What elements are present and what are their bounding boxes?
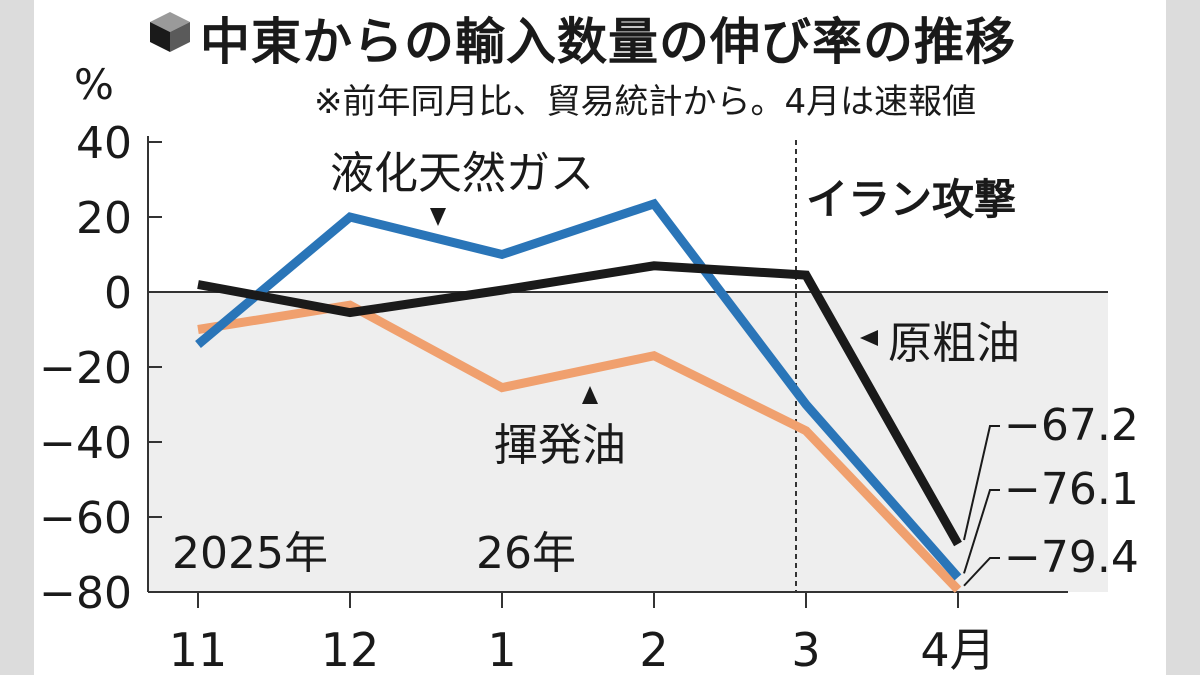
year-label-2025: 2025年 (172, 528, 328, 579)
end-value-leader-line (963, 489, 1000, 574)
end-value-label: −76.1 (1004, 464, 1139, 515)
series-label: 原粗油 (888, 318, 1020, 369)
y-tick-label: −60 (39, 493, 132, 544)
series-line-crude-oil (197, 261, 962, 547)
negative-region-shade (148, 292, 1108, 592)
x-tick-label: 3 (791, 623, 820, 675)
x-tick-label: 2 (639, 623, 668, 675)
series-line-lng (195, 198, 962, 581)
y-tick-label: −80 (39, 568, 132, 619)
y-tick-label: −20 (39, 343, 132, 394)
right-margin-bar (1166, 0, 1200, 675)
x-tick-label: 12 (321, 623, 380, 675)
cube-icon (150, 12, 190, 52)
end-value-leader-line (963, 425, 1000, 541)
left-margin-bar (0, 0, 34, 675)
y-tick-label: −40 (39, 418, 132, 469)
x-tick-label: 1 (487, 623, 516, 675)
series-label: 液化天然ガス (330, 148, 594, 199)
chart-title: 中東からの輸入数量の伸び率の推移 (200, 13, 1016, 71)
end-value-label: −67.2 (1004, 400, 1139, 451)
series-label: 揮発油 (494, 420, 626, 471)
series-pointer-icon (860, 330, 878, 346)
x-tick-label: 11 (169, 623, 228, 675)
y-axis-unit: % (74, 60, 114, 109)
year-label-26: 26年 (476, 528, 576, 579)
event-label: イラン攻撃 (806, 175, 1016, 224)
x-tick-label: 4月 (920, 623, 995, 675)
end-value-label: −79.4 (1004, 532, 1139, 583)
y-tick-label: 40 (76, 118, 132, 169)
series-pointer-icon (582, 386, 598, 404)
y-tick-label: 0 (104, 268, 132, 319)
y-tick-label: 20 (76, 193, 132, 244)
end-value-leader-line (963, 557, 1000, 587)
series-pointer-icon (430, 208, 446, 226)
chart-subtitle: ※前年同月比、貿易統計から。4月は速報値 (314, 82, 977, 122)
